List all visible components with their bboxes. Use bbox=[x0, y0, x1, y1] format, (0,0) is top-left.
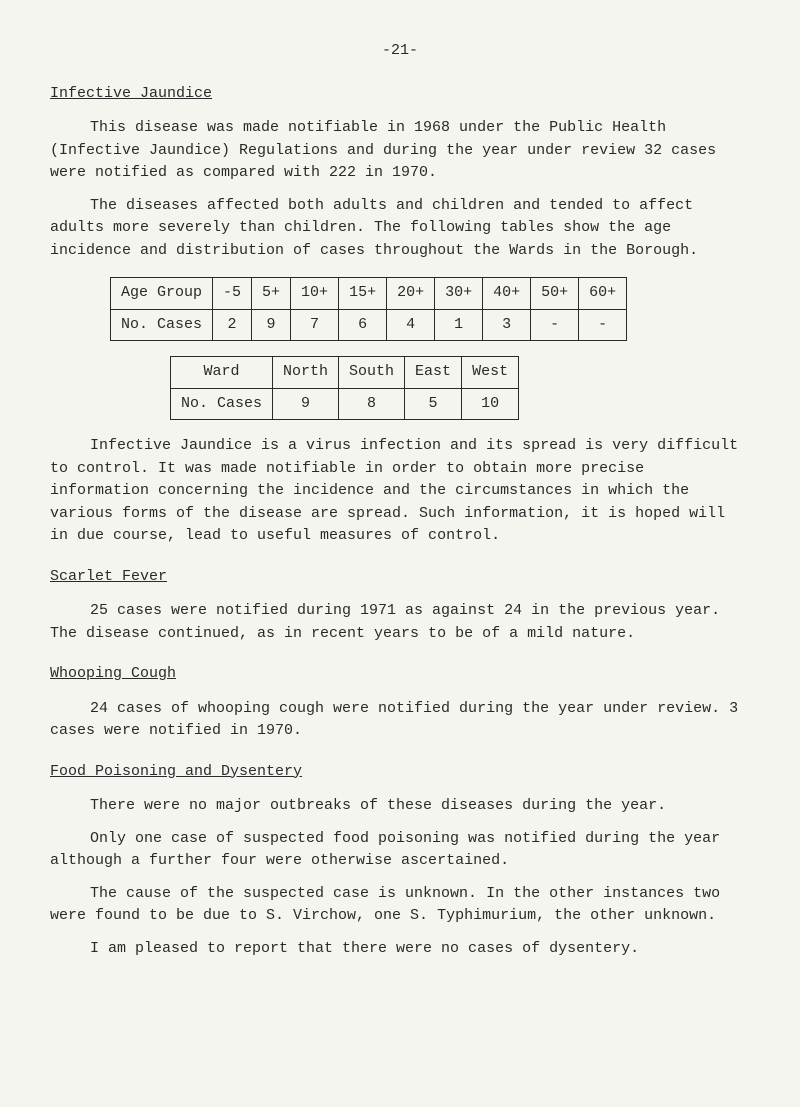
table-header: 10+ bbox=[291, 278, 339, 310]
table-header-row: Age Group -5 5+ 10+ 15+ 20+ 30+ 40+ 50+ … bbox=[111, 278, 627, 310]
table-header-row: Ward North South East West bbox=[171, 357, 519, 389]
table-header: North bbox=[273, 357, 339, 389]
paragraph: 25 cases were notified during 1971 as ag… bbox=[50, 600, 750, 645]
table-cell: 7 bbox=[291, 309, 339, 341]
paragraph: Infective Jaundice is a virus infection … bbox=[50, 435, 750, 548]
table-header: West bbox=[462, 357, 519, 389]
table-header: 50+ bbox=[531, 278, 579, 310]
table-header: 30+ bbox=[435, 278, 483, 310]
table-row: No. Cases 2 9 7 6 4 1 3 - - bbox=[111, 309, 627, 341]
table-cell: 8 bbox=[339, 388, 405, 420]
table-cell: 3 bbox=[483, 309, 531, 341]
table-header: South bbox=[339, 357, 405, 389]
table-header: Ward bbox=[171, 357, 273, 389]
heading-whooping-cough: Whooping Cough bbox=[50, 663, 750, 686]
table-cell: 4 bbox=[387, 309, 435, 341]
age-group-table: Age Group -5 5+ 10+ 15+ 20+ 30+ 40+ 50+ … bbox=[110, 277, 627, 341]
table-header: Age Group bbox=[111, 278, 213, 310]
ward-table: Ward North South East West No. Cases 9 8… bbox=[170, 356, 519, 420]
table-row-label: No. Cases bbox=[111, 309, 213, 341]
heading-scarlet-fever: Scarlet Fever bbox=[50, 566, 750, 589]
table-header: 5+ bbox=[252, 278, 291, 310]
table-header: 40+ bbox=[483, 278, 531, 310]
table-cell: 6 bbox=[339, 309, 387, 341]
table-cell: 9 bbox=[273, 388, 339, 420]
paragraph: 24 cases of whooping cough were notified… bbox=[50, 698, 750, 743]
table-cell: 10 bbox=[462, 388, 519, 420]
table-header: East bbox=[405, 357, 462, 389]
heading-food-poisoning: Food Poisoning and Dysentery bbox=[50, 761, 750, 784]
table-cell: - bbox=[531, 309, 579, 341]
table-header: 20+ bbox=[387, 278, 435, 310]
table-cell: 9 bbox=[252, 309, 291, 341]
table-row: No. Cases 9 8 5 10 bbox=[171, 388, 519, 420]
paragraph: The cause of the suspected case is unkno… bbox=[50, 883, 750, 928]
table-header: 15+ bbox=[339, 278, 387, 310]
table-cell: - bbox=[579, 309, 627, 341]
paragraph: Only one case of suspected food poisonin… bbox=[50, 828, 750, 873]
table-header: -5 bbox=[213, 278, 252, 310]
paragraph: There were no major outbreaks of these d… bbox=[50, 795, 750, 818]
heading-infective-jaundice: Infective Jaundice bbox=[50, 83, 750, 106]
table-row-label: No. Cases bbox=[171, 388, 273, 420]
page-number: -21- bbox=[50, 40, 750, 63]
table-cell: 2 bbox=[213, 309, 252, 341]
paragraph: The diseases affected both adults and ch… bbox=[50, 195, 750, 263]
paragraph: This disease was made notifiable in 1968… bbox=[50, 117, 750, 185]
table-cell: 1 bbox=[435, 309, 483, 341]
paragraph: I am pleased to report that there were n… bbox=[50, 938, 750, 961]
table-cell: 5 bbox=[405, 388, 462, 420]
table-header: 60+ bbox=[579, 278, 627, 310]
